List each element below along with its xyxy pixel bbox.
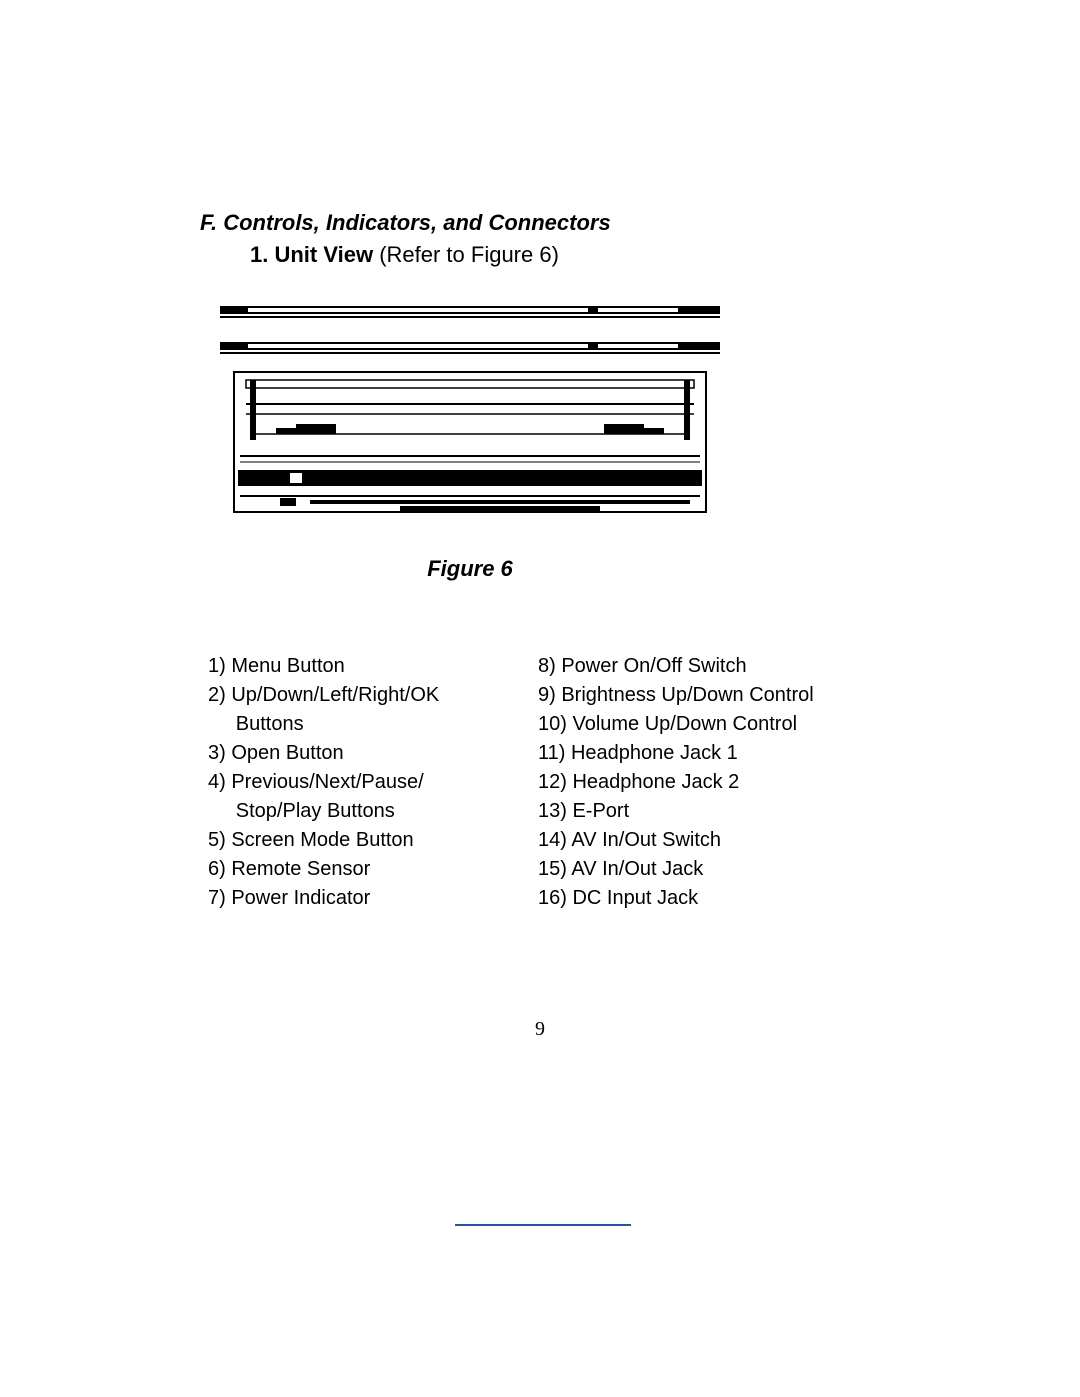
footer-link-line [455,1224,631,1226]
legend-column-right: 8) Power On/Off Switch 9) Brightness Up/… [538,652,858,913]
page-number: 9 [0,1018,1080,1041]
legend-column-left: 1) Menu Button 2) Up/Down/Left/Right/OK … [208,652,518,913]
section-heading: F. Controls, Indicators, and Connectors [200,210,910,236]
legend-columns: 1) Menu Button 2) Up/Down/Left/Right/OK … [208,652,910,913]
figure-6-diagram [220,306,720,516]
figure-caption: Figure 6 [200,556,740,582]
subheading-bold: 1. Unit View [250,242,373,267]
subheading-rest: (Refer to Figure 6) [373,242,559,267]
document-page: F. Controls, Indicators, and Connectors … [0,0,1080,1397]
subheading: 1. Unit View (Refer to Figure 6) [250,242,910,268]
unit-view-svg [220,306,720,516]
